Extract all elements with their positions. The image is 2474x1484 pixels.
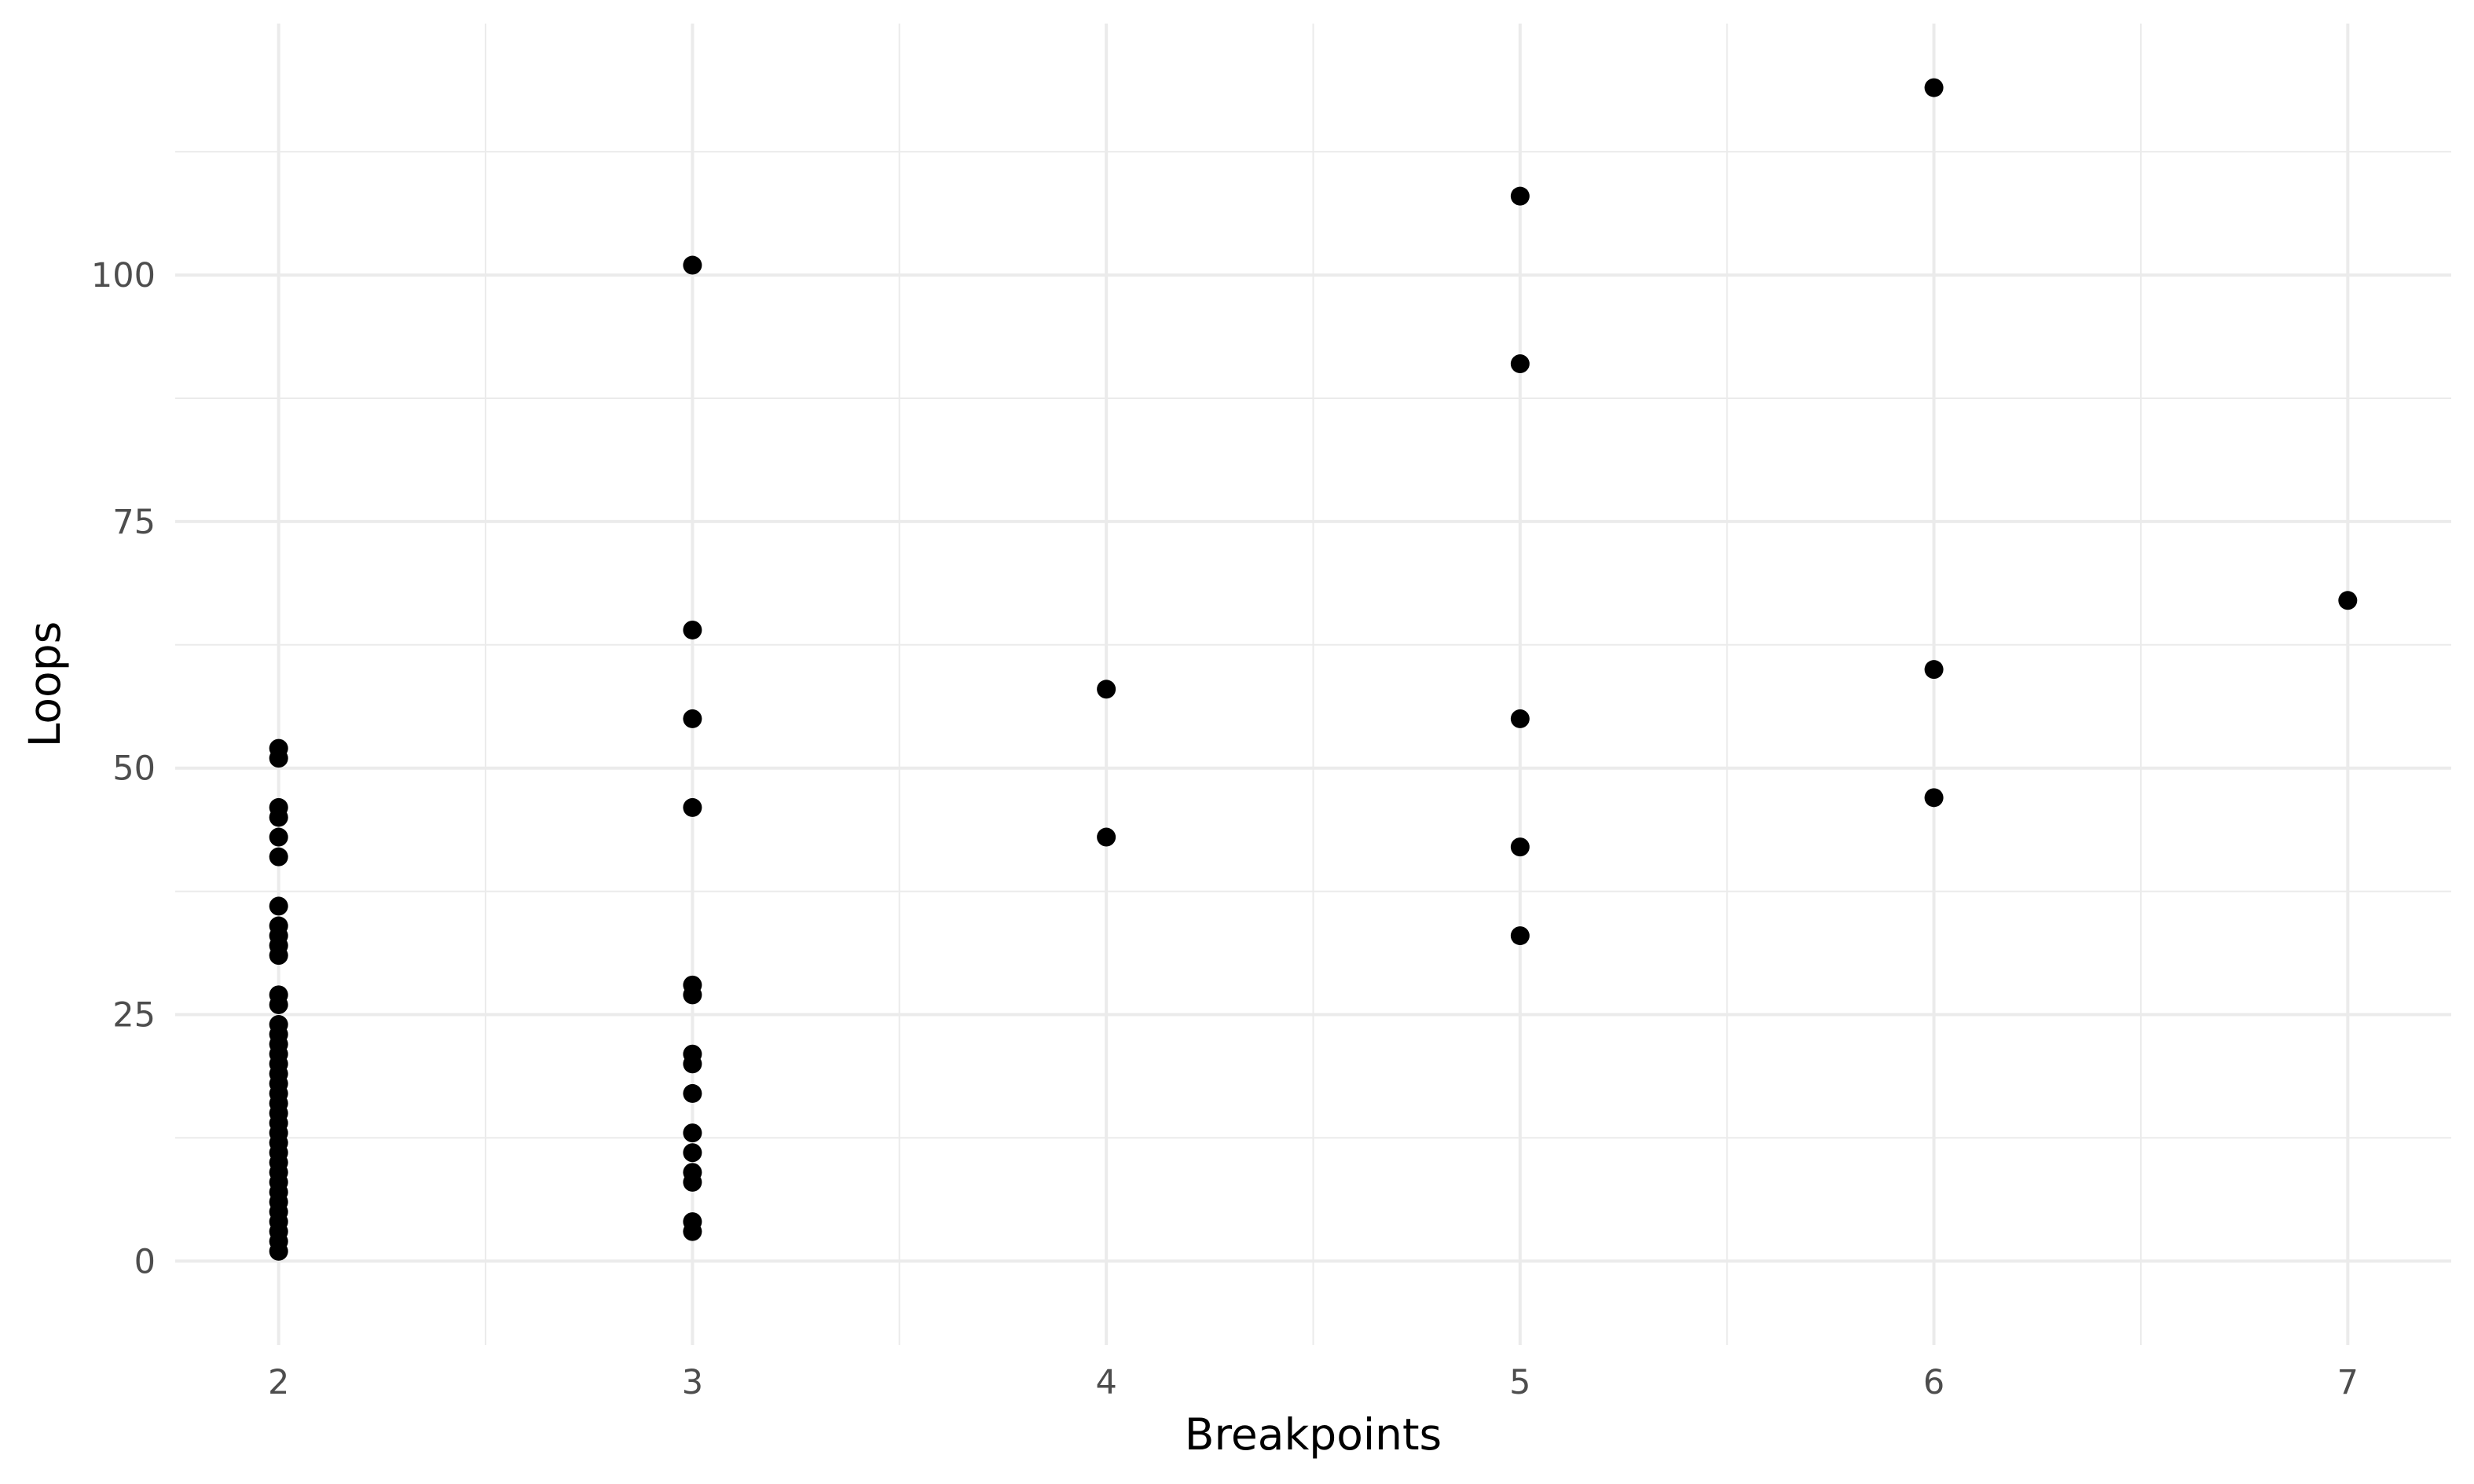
data-point xyxy=(1924,78,1944,97)
data-point xyxy=(683,797,702,817)
data-point xyxy=(683,709,702,728)
x-tick-label: 6 xyxy=(1923,1363,1944,1402)
data-point xyxy=(1510,926,1530,946)
y-axis-tick-labels: 0 25 50 75 100 xyxy=(91,256,156,1281)
data-point xyxy=(269,827,288,847)
y-tick-label: 50 xyxy=(112,749,156,789)
data-point xyxy=(683,985,702,1005)
x-tick-label: 4 xyxy=(1095,1363,1116,1402)
minor-gridlines xyxy=(175,24,2451,1345)
y-axis-title: Loops xyxy=(20,621,70,748)
data-point xyxy=(269,808,288,827)
data-point xyxy=(269,995,288,1014)
data-point xyxy=(1924,788,1944,808)
x-tick-label: 7 xyxy=(2337,1363,2359,1402)
y-tick-label: 75 xyxy=(112,503,156,542)
data-point xyxy=(269,1241,288,1261)
data-point xyxy=(683,1054,702,1074)
data-points xyxy=(269,78,2358,1261)
data-point xyxy=(1924,660,1944,680)
data-point xyxy=(683,1123,702,1143)
x-axis-tick-labels: 2 3 4 5 6 7 xyxy=(268,1363,2359,1402)
y-tick-label: 25 xyxy=(112,996,156,1035)
x-tick-label: 2 xyxy=(268,1363,289,1402)
data-point xyxy=(269,896,288,916)
data-point xyxy=(1097,680,1116,699)
data-point xyxy=(683,1172,702,1192)
x-tick-label: 5 xyxy=(1509,1363,1530,1402)
data-point xyxy=(269,946,288,966)
x-axis-title: Breakpoints xyxy=(1185,1409,1442,1460)
data-point xyxy=(683,1143,702,1163)
data-point xyxy=(1510,186,1530,206)
data-point xyxy=(1510,709,1530,728)
data-point xyxy=(1097,827,1116,847)
x-tick-label: 3 xyxy=(682,1363,703,1402)
data-point xyxy=(683,1083,702,1103)
data-point xyxy=(2338,591,2358,610)
y-tick-label: 0 xyxy=(134,1242,156,1281)
data-point xyxy=(683,1222,702,1241)
y-tick-label: 100 xyxy=(91,256,156,295)
data-point xyxy=(269,847,288,867)
data-point xyxy=(683,620,702,639)
data-point xyxy=(683,255,702,275)
data-point xyxy=(1510,837,1530,857)
data-point xyxy=(269,749,288,768)
data-point xyxy=(1510,354,1530,374)
